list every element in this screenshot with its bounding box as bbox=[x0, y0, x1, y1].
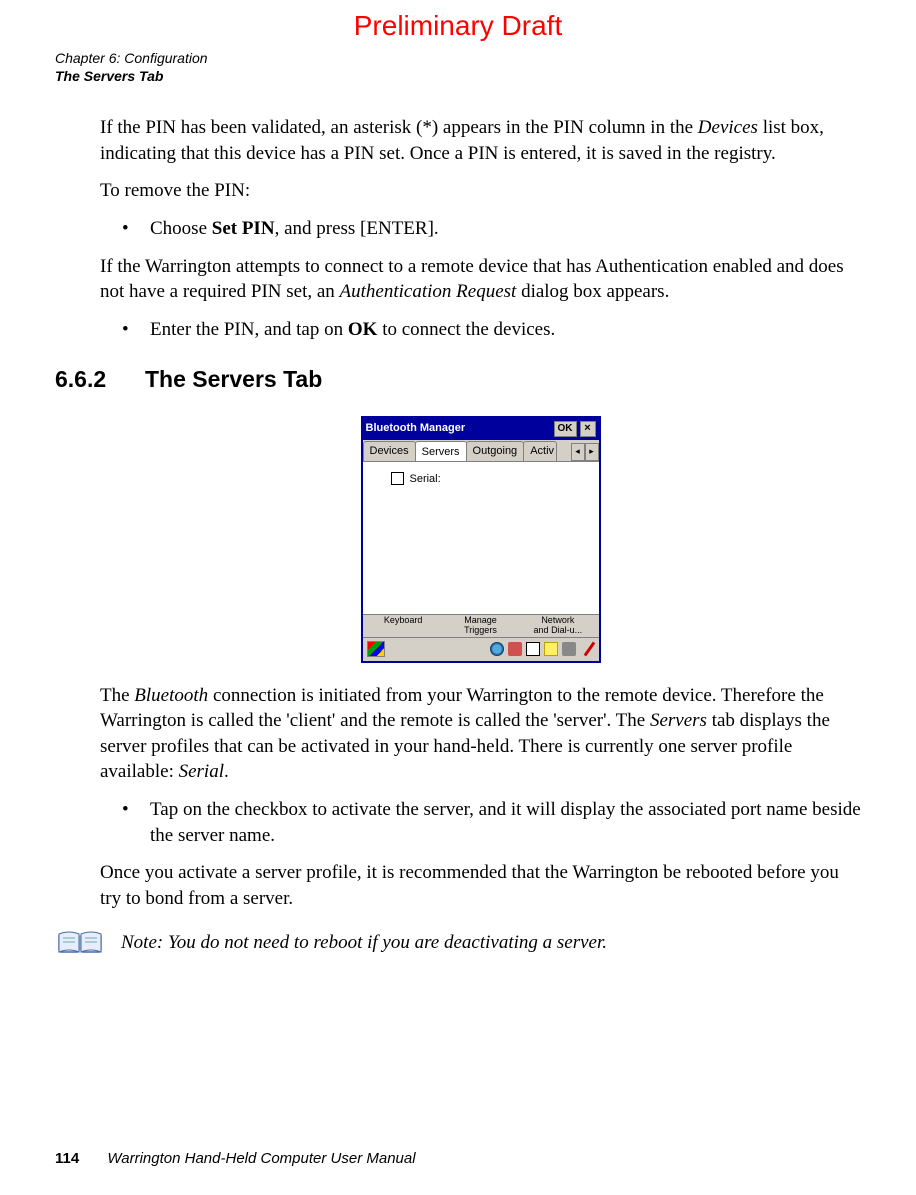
paragraph-reboot-recommendation: Once you activate a server profile, it i… bbox=[100, 860, 861, 911]
section-heading: 6.6.2 The Servers Tab bbox=[55, 364, 861, 395]
ok-button[interactable]: OK bbox=[554, 421, 577, 437]
serial-label: Serial: bbox=[410, 472, 441, 487]
close-button[interactable]: × bbox=[580, 421, 596, 437]
bt-taskbar bbox=[363, 637, 599, 661]
page-footer: 114 Warrington Hand-Held Computer User M… bbox=[55, 1150, 416, 1167]
tab-scroll-right-icon[interactable]: ▸ bbox=[585, 443, 599, 461]
serial-checkbox[interactable] bbox=[391, 472, 404, 485]
tab-scroll-buttons: ◂ ▸ bbox=[571, 443, 599, 461]
bullet-marker: • bbox=[122, 797, 150, 848]
note-icon[interactable] bbox=[544, 642, 558, 656]
serial-row: Serial: bbox=[391, 472, 591, 487]
tab-outgoing[interactable]: Outgoing bbox=[466, 441, 525, 461]
section-number: 6.6.2 bbox=[55, 364, 145, 395]
bt-tab-strip: Devices Servers Outgoing Activ ◂ ▸ bbox=[363, 440, 599, 462]
note-text: Note: You do not need to reboot if you a… bbox=[121, 924, 607, 956]
bullet-text: Tap on the checkbox to activate the serv… bbox=[150, 797, 861, 848]
running-head-section: The Servers Tab bbox=[55, 68, 861, 86]
bg-label-manage: Manage Triggers bbox=[442, 616, 519, 636]
bt-body: Serial: Keyboard Manage Triggers Network… bbox=[363, 462, 599, 637]
figure-bluetooth-manager: Bluetooth Manager OK × Devices Servers O… bbox=[100, 416, 861, 663]
network-icon[interactable] bbox=[526, 642, 540, 656]
globe-icon[interactable] bbox=[490, 642, 504, 656]
paragraph-auth-request: If the Warrington attempts to connect to… bbox=[100, 254, 861, 305]
tool-icon[interactable] bbox=[562, 642, 576, 656]
note-block: Note: You do not need to reboot if you a… bbox=[55, 924, 861, 960]
paragraph-bluetooth-client-server: The Bluetooth connection is initiated fr… bbox=[100, 683, 861, 786]
section-title: The Servers Tab bbox=[145, 364, 322, 395]
paragraph-remove-pin-intro: To remove the PIN: bbox=[100, 178, 861, 204]
bullet-marker: • bbox=[122, 317, 150, 343]
body-content: If the PIN has been validated, an asteri… bbox=[100, 115, 861, 960]
connection-icon[interactable] bbox=[508, 642, 522, 656]
running-head-chapter: Chapter 6: Configuration bbox=[55, 50, 861, 68]
bg-label-network: Network and Dial-u... bbox=[520, 616, 597, 636]
bullet-marker: • bbox=[122, 216, 150, 242]
bullet-enter-pin: • Enter the PIN, and tap on OK to connec… bbox=[122, 317, 861, 343]
bt-title-text: Bluetooth Manager bbox=[366, 421, 551, 436]
bullet-text: Choose Set PIN, and press [ENTER]. bbox=[150, 216, 861, 242]
bt-window: Bluetooth Manager OK × Devices Servers O… bbox=[361, 416, 601, 663]
start-icon[interactable] bbox=[367, 641, 385, 657]
manual-title: Warrington Hand-Held Computer User Manua… bbox=[107, 1150, 415, 1167]
bullet-activate-server: • Tap on the checkbox to activate the se… bbox=[122, 797, 861, 848]
bg-label-keyboard: Keyboard bbox=[365, 616, 442, 636]
bt-titlebar: Bluetooth Manager OK × bbox=[363, 418, 599, 440]
running-head: Chapter 6: Configuration The Servers Tab bbox=[55, 50, 861, 85]
book-icon bbox=[55, 924, 107, 960]
stylus-icon[interactable] bbox=[583, 642, 595, 657]
bt-background-labels: Keyboard Manage Triggers Network and Dia… bbox=[363, 614, 599, 637]
bullet-text: Enter the PIN, and tap on OK to connect … bbox=[150, 317, 861, 343]
tab-devices[interactable]: Devices bbox=[363, 441, 416, 461]
tab-active-truncated[interactable]: Activ bbox=[523, 441, 557, 461]
tab-scroll-left-icon[interactable]: ◂ bbox=[571, 443, 585, 461]
page-number: 114 bbox=[55, 1150, 79, 1167]
paragraph-pin-validated: If the PIN has been validated, an asteri… bbox=[100, 115, 861, 166]
bullet-set-pin: • Choose Set PIN, and press [ENTER]. bbox=[122, 216, 861, 242]
watermark-text: Preliminary Draft bbox=[55, 10, 861, 42]
tab-servers[interactable]: Servers bbox=[415, 441, 467, 462]
